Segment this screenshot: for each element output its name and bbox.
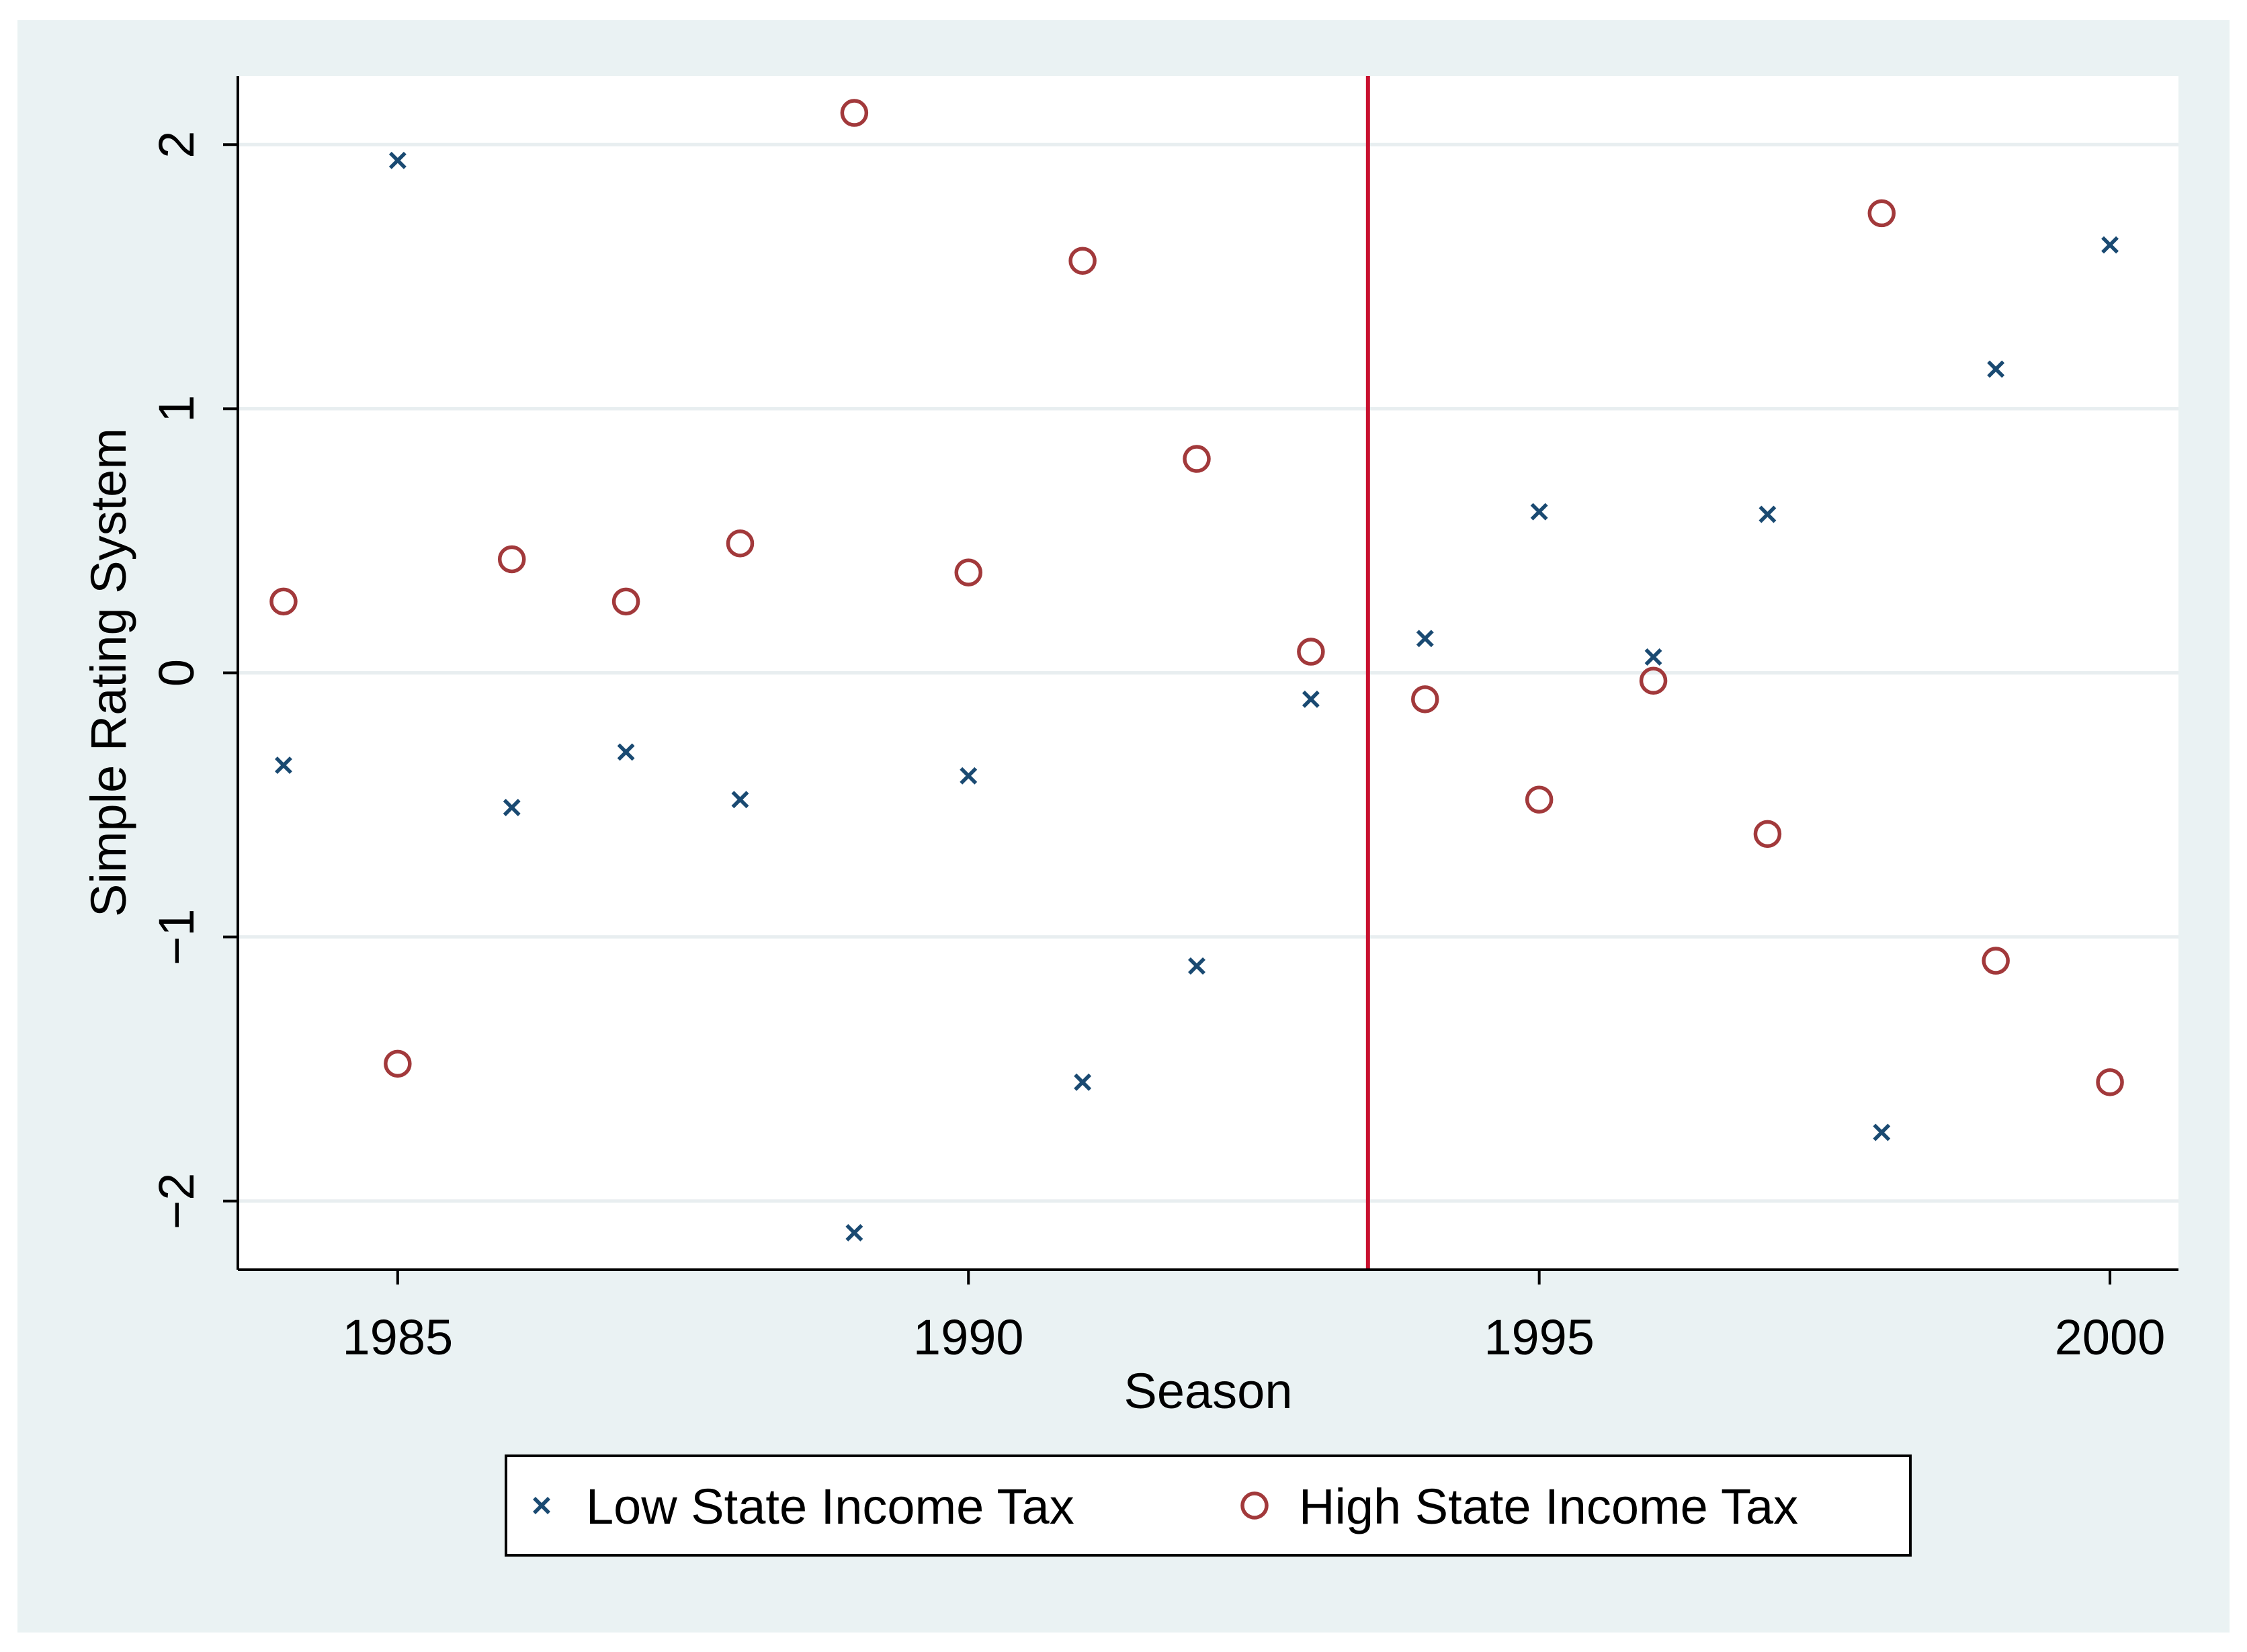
legend-marker-low-tax: [533, 1497, 550, 1514]
data-point-low-tax: [1074, 1073, 1092, 1091]
series-low-state-income-tax: [275, 151, 2119, 1242]
marker-stroke: [1530, 503, 1548, 521]
marker-stroke: [388, 151, 407, 169]
marker-stroke: [1873, 1123, 1891, 1141]
data-point-low-tax: [275, 756, 292, 775]
data-point-high-tax: [269, 587, 298, 616]
data-point-high-tax: [1867, 199, 1896, 228]
data-point-low-tax: [845, 1224, 863, 1242]
data-point-low-tax: [1987, 360, 2005, 378]
marker-stroke: [1644, 648, 1662, 666]
series-high-state-income-tax: [269, 99, 2124, 1096]
data-point-low-tax: [1758, 505, 1777, 523]
data-point-high-tax: [1297, 638, 1325, 666]
data-point-low-tax: [2101, 236, 2119, 254]
y-tick-label: −2: [149, 1173, 204, 1229]
data-point-low-tax: [1873, 1123, 1891, 1141]
data-point-high-tax: [1411, 685, 1439, 713]
marker-stroke: [845, 1224, 863, 1242]
data-point-high-tax: [1068, 247, 1097, 275]
data-point-low-tax: [731, 791, 749, 809]
x-tick-label: 1985: [343, 1309, 454, 1365]
data-point-high-tax: [840, 99, 869, 127]
legend-symbol: [1240, 1491, 1269, 1520]
x-tick-label: 2000: [2055, 1309, 2166, 1365]
legend-symbol: [533, 1497, 550, 1514]
marker-stroke: [960, 767, 978, 785]
data-point-low-tax: [503, 799, 521, 816]
legend-box: [505, 1454, 1912, 1557]
data-points: [269, 99, 2124, 1242]
data-point-high-tax: [1753, 820, 1782, 849]
data-point-high-tax: [1525, 785, 1554, 814]
y-tick-label: 2: [149, 131, 204, 159]
marker-stroke: [2101, 236, 2119, 254]
data-point-high-tax: [611, 587, 640, 616]
legend: Low State Income Tax High State Income T…: [505, 1454, 1912, 1557]
marker-stroke: [503, 799, 521, 816]
data-point-low-tax: [1530, 503, 1548, 521]
y-axis-ticks: −2 −1 0 1 2: [149, 131, 238, 1229]
data-point-low-tax: [960, 767, 978, 785]
marker-stroke: [533, 1497, 550, 1514]
legend-marker-high-tax: [1240, 1491, 1269, 1520]
data-point-high-tax: [726, 529, 755, 558]
x-tick-label: 1990: [913, 1309, 1024, 1365]
data-point-low-tax: [1416, 629, 1434, 648]
marker-stroke: [275, 756, 292, 775]
data-point-high-tax: [1639, 666, 1668, 695]
data-point-low-tax: [1302, 690, 1320, 708]
marker-stroke: [1188, 957, 1205, 975]
x-tick-label: 1995: [1484, 1309, 1595, 1365]
marker-stroke: [1302, 690, 1320, 708]
data-point-low-tax: [1188, 957, 1205, 975]
x-axis-ticks: 1985 1990 1995 2000: [343, 1270, 2166, 1365]
data-point-high-tax: [384, 1049, 412, 1078]
marker-stroke: [617, 743, 635, 761]
legend-label-high-tax: High State Income Tax: [1299, 1479, 1798, 1534]
marker-stroke: [731, 791, 749, 809]
marker-stroke: [1074, 1073, 1092, 1091]
y-tick-label: 1: [149, 395, 204, 423]
data-point-high-tax: [1982, 947, 2010, 975]
marker-stroke: [1416, 629, 1434, 648]
legend-label-low-tax: Low State Income Tax: [586, 1479, 1074, 1534]
data-point-high-tax: [2096, 1068, 2124, 1096]
data-point-low-tax: [1644, 648, 1662, 666]
data-point-low-tax: [617, 743, 635, 761]
y-tick-label: 0: [149, 659, 204, 687]
data-point-high-tax: [954, 558, 982, 586]
marker-stroke: [1758, 505, 1777, 523]
y-axis-label: Simple Rating System: [81, 428, 136, 917]
data-point-low-tax: [388, 151, 407, 169]
x-axis-label: Season: [1124, 1363, 1293, 1419]
data-point-high-tax: [1183, 445, 1211, 473]
marker-stroke: [1987, 360, 2005, 378]
y-tick-label: −1: [149, 908, 204, 965]
gridlines: [238, 142, 2178, 1203]
data-point-high-tax: [497, 545, 526, 574]
